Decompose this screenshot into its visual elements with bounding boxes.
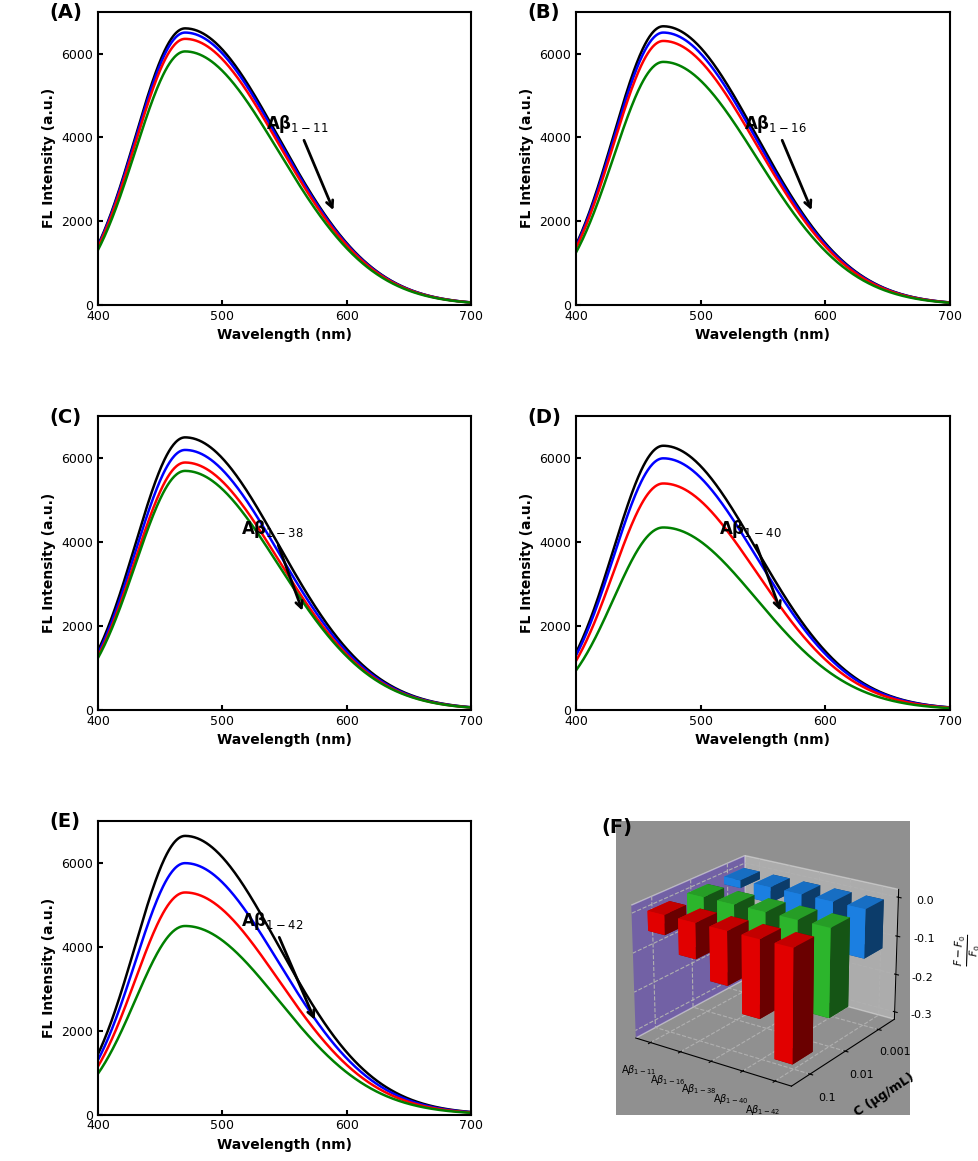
Text: Aβ$_{1-40}$: Aβ$_{1-40}$ (718, 518, 780, 608)
Text: Aβ$_{1-42}$: Aβ$_{1-42}$ (241, 910, 314, 1017)
Text: (F): (F) (600, 819, 632, 837)
Text: (B): (B) (527, 2, 559, 22)
Y-axis label: FL Intensity (a.u.): FL Intensity (a.u.) (42, 88, 56, 229)
Text: (C): (C) (49, 408, 81, 426)
Text: (D): (D) (527, 408, 560, 426)
X-axis label: Wavelength (nm): Wavelength (nm) (217, 1138, 352, 1152)
Y-axis label: FL Intensity (a.u.): FL Intensity (a.u.) (519, 88, 533, 229)
Text: Aβ$_{1-38}$: Aβ$_{1-38}$ (241, 518, 303, 608)
X-axis label: Wavelength (nm): Wavelength (nm) (217, 733, 352, 748)
Y-axis label: FL Intensity (a.u.): FL Intensity (a.u.) (519, 493, 533, 633)
Text: (A): (A) (49, 2, 82, 22)
X-axis label: Wavelength (nm): Wavelength (nm) (694, 733, 829, 748)
Y-axis label: C (μg/mL): C (μg/mL) (852, 1070, 916, 1119)
Text: (E): (E) (49, 813, 80, 831)
X-axis label: Wavelength (nm): Wavelength (nm) (694, 329, 829, 342)
Text: Aβ$_{1-16}$: Aβ$_{1-16}$ (743, 113, 810, 208)
X-axis label: Wavelength (nm): Wavelength (nm) (217, 329, 352, 342)
Y-axis label: FL Intensity (a.u.): FL Intensity (a.u.) (42, 493, 56, 633)
Text: Aβ$_{1-11}$: Aβ$_{1-11}$ (266, 113, 333, 208)
Y-axis label: FL Intensity (a.u.): FL Intensity (a.u.) (42, 897, 56, 1038)
